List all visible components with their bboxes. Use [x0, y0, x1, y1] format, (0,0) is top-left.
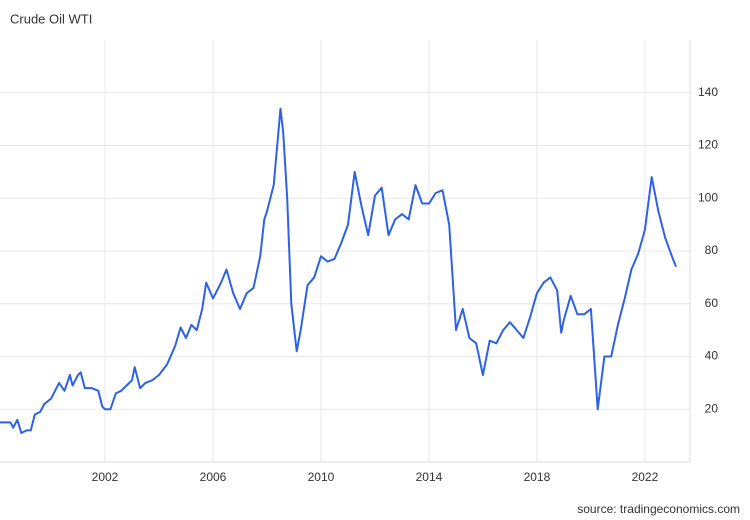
- x-tick-label: 2018: [524, 470, 551, 484]
- y-tick-label: 100: [698, 190, 718, 204]
- y-tick-label: 80: [705, 243, 719, 257]
- y-tick-label: 40: [705, 349, 719, 363]
- x-tick-label: 2010: [308, 470, 335, 484]
- x-tick-label: 2022: [632, 470, 659, 484]
- chart-title: Crude Oil WTI: [10, 11, 92, 26]
- y-tick-label: 60: [705, 296, 719, 310]
- y-tick-label: 140: [698, 85, 718, 99]
- x-tick-label: 2014: [416, 470, 443, 484]
- data-line: [0, 107, 677, 434]
- x-tick-label: 2002: [92, 470, 119, 484]
- source: source: tradingeconomics.com: [577, 502, 740, 516]
- x-tick-label: 2006: [200, 470, 227, 484]
- y-tick-label: 120: [698, 138, 718, 152]
- y-tick-label: 20: [705, 401, 719, 415]
